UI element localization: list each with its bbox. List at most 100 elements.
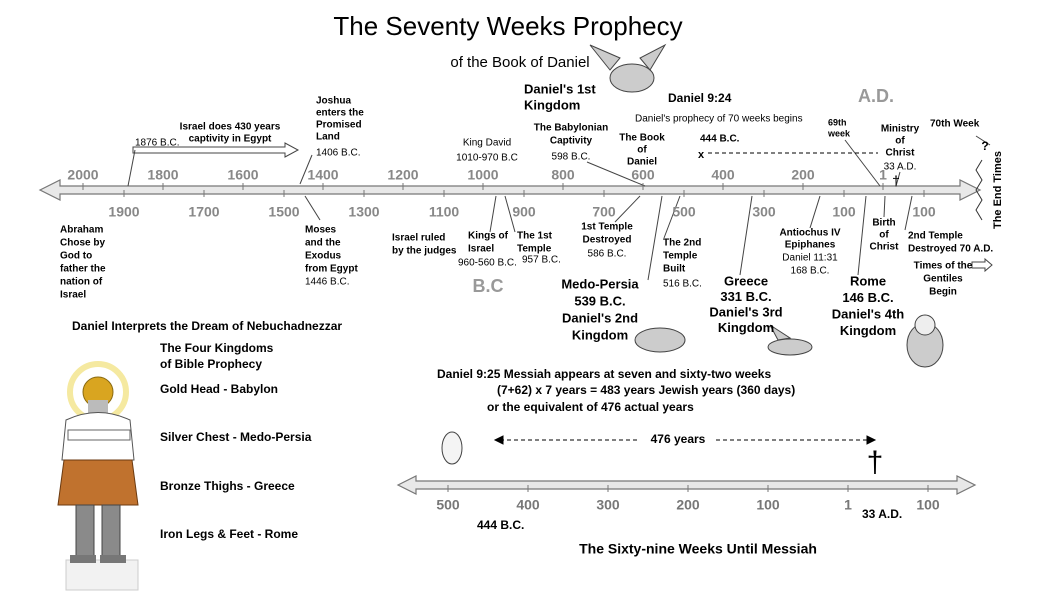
lower-tick-label: 1500 xyxy=(268,204,299,220)
annotation-text: week xyxy=(827,128,851,138)
annotation-text: Kingdom xyxy=(524,97,580,112)
annotation-text: or the equivalent of 476 actual years xyxy=(487,400,694,414)
annotation-text: Destroyed 70 A.D. xyxy=(908,244,993,255)
main-timeline xyxy=(38,179,982,201)
annotation-text: nation of xyxy=(60,277,103,288)
annotation-text: father the xyxy=(60,264,106,275)
upper-tick-label: 1400 xyxy=(307,167,338,183)
annotation-text: Israel does 430 years xyxy=(180,122,281,133)
annotation-text: from Egypt xyxy=(305,264,358,275)
annotation-text: Iron Legs & Feet - Rome xyxy=(160,527,298,541)
annotation-text: Epiphanes xyxy=(785,240,836,251)
cross-small: † xyxy=(892,173,900,189)
annotation-text: Bronze Thighs - Greece xyxy=(160,479,295,493)
annotation-text: Destroyed xyxy=(583,235,632,246)
annotation-text: Daniel's 1st xyxy=(524,81,596,96)
messiah-timeline xyxy=(396,475,977,495)
annotation-text: enters the xyxy=(316,108,364,119)
upper-tick-label: 800 xyxy=(551,167,575,183)
annotation-text: 539 B.C. xyxy=(574,293,625,308)
lower-tick-label: 1100 xyxy=(429,204,460,220)
annotation-text: 957 B.C. xyxy=(522,255,561,266)
annotation-text: 598 B.C. xyxy=(552,152,591,163)
annotation-text: The Four Kingdoms xyxy=(160,341,274,355)
annotation-text: Silver Chest - Medo-Persia xyxy=(160,430,312,444)
annotation-text: (7+62) x 7 years = 483 years Jewish year… xyxy=(497,383,795,397)
annotation-text: Daniel 9:25 Messiah appears at seven and… xyxy=(437,367,771,381)
annotation-text: The 1st xyxy=(517,231,553,242)
years-arrow xyxy=(493,435,877,445)
upper-tick-label: 1 xyxy=(879,167,887,183)
annotation-text: Israel xyxy=(60,290,86,301)
messiah-tick-label: 400 xyxy=(516,497,540,513)
annotation-text: Kingdom xyxy=(718,320,774,335)
annotation-text: 1406 B.C. xyxy=(316,148,360,159)
annotation-text: Daniel 11:31 xyxy=(782,253,838,264)
annotation-text: of Bible Prophecy xyxy=(160,357,262,371)
annotation-text: Greece xyxy=(724,273,768,288)
annotation-text: 1876 B.C. xyxy=(135,138,179,149)
annotation-text: and the xyxy=(305,238,341,249)
annotation-text: of xyxy=(637,145,647,156)
annotation-text: Joshua xyxy=(316,96,351,107)
annotation-text: 516 B.C. xyxy=(663,279,702,290)
messiah-tick-label: 200 xyxy=(676,497,700,513)
title: The Seventy Weeks Prophecy xyxy=(333,11,682,41)
messiah-tick-label: 100 xyxy=(916,497,940,513)
lower-tick-label: 100 xyxy=(832,204,856,220)
lower-tick-label: 1900 xyxy=(108,204,139,220)
annotation-text: 444 B.C. xyxy=(700,134,740,145)
annotation-text: Daniel's prophecy of 70 weeks begins xyxy=(635,114,803,125)
annotation-text: Times of the xyxy=(914,261,973,272)
annotation-text: captivity in Egypt xyxy=(189,134,272,145)
subtitle: of the Book of Daniel xyxy=(450,54,589,71)
annotation-text: Israel ruled xyxy=(392,233,445,244)
annotation-text: Captivity xyxy=(550,136,593,147)
lower-tick-label: 1700 xyxy=(188,204,219,220)
annotation-text: Israel xyxy=(468,244,494,255)
annotation-text: Kingdom xyxy=(572,327,628,342)
annotation-text: Begin xyxy=(929,287,957,298)
messiah-tick-label: 500 xyxy=(436,497,460,513)
upper-tick-label: 1000 xyxy=(467,167,498,183)
lower-tick-label: 300 xyxy=(752,204,776,220)
upper-tick-label: 600 xyxy=(631,167,655,183)
annotation-text: of xyxy=(879,230,889,241)
annotation-text: Daniel's 2nd xyxy=(562,310,638,325)
annotation-text: x xyxy=(698,149,705,161)
end-zigzag xyxy=(975,159,983,221)
lower-tick-label: 500 xyxy=(672,204,696,220)
annotation-text: Antiochus IV xyxy=(779,228,840,239)
annotation-text: God to xyxy=(60,251,92,262)
annotation-text: Promised xyxy=(316,120,362,131)
era-ad: A.D. xyxy=(858,86,894,106)
upper-tick-label: 1800 xyxy=(147,167,178,183)
annotation-text: 476 years xyxy=(651,432,706,446)
annotation-text: Daniel Interprets the Dream of Nebuchadn… xyxy=(72,319,342,333)
lower-tick-label: 900 xyxy=(512,204,536,220)
annotation-text: Gold Head - Babylon xyxy=(160,382,278,396)
annotation-text: Temple xyxy=(663,251,698,262)
annotation-text: 33 A.D. xyxy=(862,507,902,521)
annotation-text: 444 B.C. xyxy=(477,518,524,532)
annotation-text: by the judges xyxy=(392,246,457,257)
upper-tick-label: 1600 xyxy=(227,167,258,183)
lower-tick-label: 700 xyxy=(592,204,616,220)
cross: † xyxy=(867,446,884,479)
pointers xyxy=(127,135,993,281)
annotation-text: 2nd Temple xyxy=(908,231,963,242)
annotation-text: Exodus xyxy=(305,251,342,262)
annotation-text: 960-560 B.C. xyxy=(458,258,517,269)
annotation-text: Land xyxy=(316,132,340,143)
beasts xyxy=(441,43,944,465)
messiah-tick-label: 300 xyxy=(596,497,620,513)
annotation-text: Kings of xyxy=(468,231,509,242)
annotation-text: Moses xyxy=(305,225,337,236)
annotation-text: Built xyxy=(663,264,686,275)
end-times-label: The End Times xyxy=(992,151,1004,229)
annotation-text: King David xyxy=(463,138,511,149)
annotation-text: Rome xyxy=(850,273,886,288)
upper-tick-label: 200 xyxy=(791,167,815,183)
